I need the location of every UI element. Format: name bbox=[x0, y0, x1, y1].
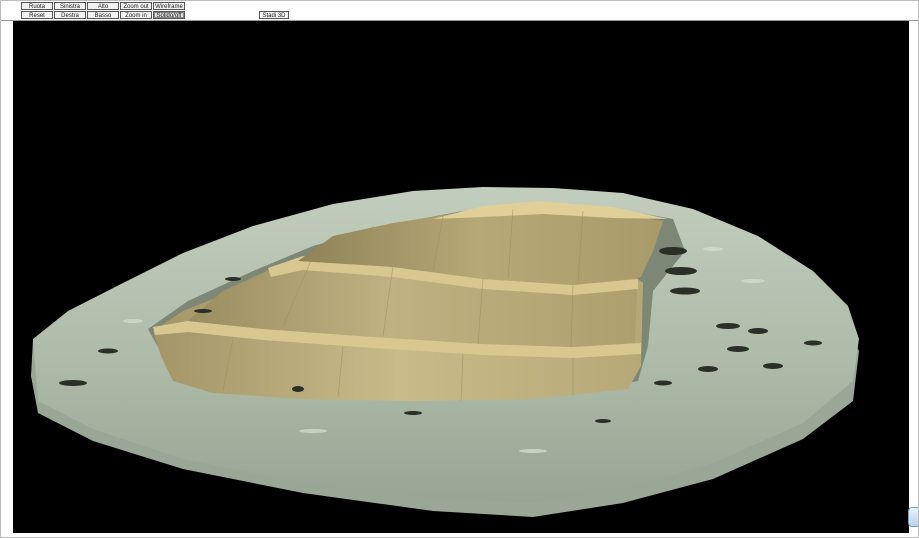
up-button[interactable]: Alto bbox=[87, 2, 119, 10]
terrain-highlights bbox=[123, 247, 765, 453]
terrain-shadows bbox=[59, 247, 822, 423]
down-button[interactable]: Basso bbox=[87, 11, 119, 19]
zoom-out-button[interactable]: Zoom out bbox=[120, 2, 152, 10]
left-button[interactable]: Sinistra bbox=[54, 2, 86, 10]
terrain-render bbox=[31, 187, 859, 517]
rotate-button[interactable]: Ruota bbox=[21, 2, 53, 10]
right-button[interactable]: Destra bbox=[54, 11, 86, 19]
zoom-in-button[interactable]: Zoom in bbox=[120, 11, 152, 19]
toolbar: Ruota Reset Sinistra Destra Alto Basso Z… bbox=[1, 1, 918, 21]
app-logo-icon[interactable] bbox=[908, 507, 918, 527]
3d-viewport[interactable] bbox=[13, 21, 909, 533]
pit-bench-lower bbox=[153, 321, 641, 358]
pit-upper-wall bbox=[298, 207, 663, 285]
pit-top-plateau bbox=[433, 201, 668, 219]
stages-3d-button[interactable]: Stadi 3D bbox=[259, 11, 289, 19]
pit-facets bbox=[222, 208, 584, 402]
wireframe-button[interactable]: Wireframe bbox=[153, 2, 185, 10]
reset-button[interactable]: Reset bbox=[21, 11, 53, 19]
solid-toggle-button[interactable]: Solido/off bbox=[153, 11, 185, 19]
